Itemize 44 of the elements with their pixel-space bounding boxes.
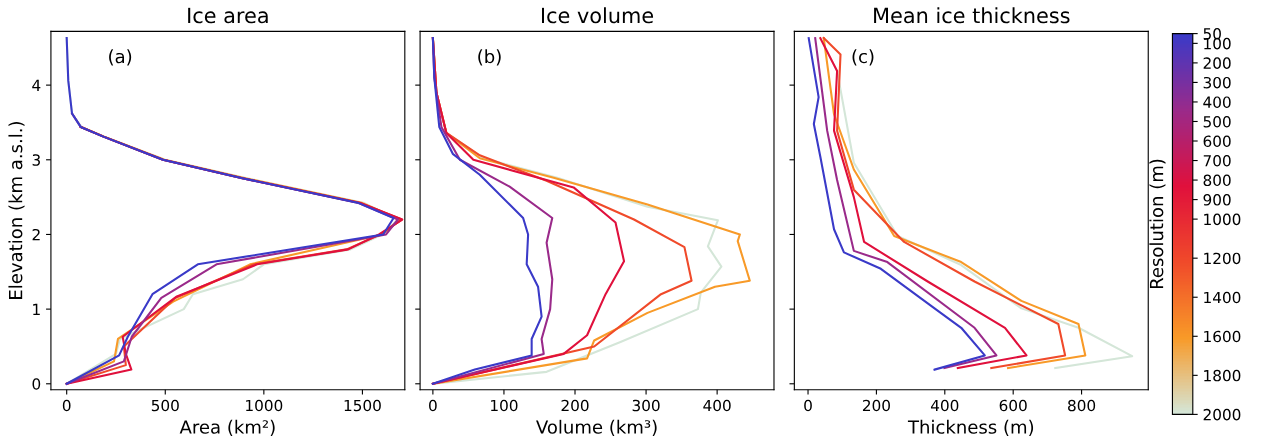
x-tick-label: 500 <box>151 399 179 412</box>
color-bar-label: 1600 <box>1204 330 1241 343</box>
x-tick-label: 100 <box>491 399 518 412</box>
annotation: (c) <box>852 49 874 66</box>
y-tick-label: 1 <box>33 303 40 315</box>
color-bar-label: 1800 <box>1204 369 1241 382</box>
color-bar-label: 300 <box>1203 76 1231 89</box>
x-tick-label: 1500 <box>344 399 381 412</box>
x-tick-label: 200 <box>561 399 589 412</box>
x-tick-label: 300 <box>632 399 660 412</box>
color-bar-label: 700 <box>1203 155 1231 167</box>
x-tick-label: 1000 <box>246 399 283 412</box>
color-bar-label: 2000 <box>1203 408 1241 421</box>
color-bar-label: 900 <box>1203 194 1231 206</box>
color-bar-label: 800 <box>1203 174 1231 187</box>
color-bar-title: Resolution (m) <box>1149 159 1166 289</box>
x-tick-label: 400 <box>930 399 959 412</box>
y-tick-label: 2 <box>32 228 40 241</box>
color-bar-label: 400 <box>1203 96 1231 108</box>
color-bar-label: 500 <box>1203 115 1231 128</box>
chart-title: Ice volume <box>541 7 654 24</box>
y-tick-label: 3 <box>32 154 40 166</box>
color-bar-label: 600 <box>1203 135 1231 148</box>
x-axis-title: Area (km²) <box>179 419 275 436</box>
x-tick-label: 200 <box>862 399 890 412</box>
y-axis-title: Elevation (km a.s.l.) <box>8 122 25 299</box>
x-tick-label: 0 <box>804 399 812 412</box>
x-axis-title: Volume (km³) <box>536 419 657 436</box>
x-axis-title: Thickness (m) <box>907 419 1034 436</box>
chart-title: Mean ice thickness <box>874 7 1070 24</box>
chart-title: Ice area <box>188 7 268 24</box>
annotation: (b) <box>478 49 501 66</box>
x-tick-label: 800 <box>1068 399 1096 412</box>
annotation: (a) <box>109 49 132 66</box>
x-tick-label: 0 <box>429 399 437 412</box>
x-tick-label: 400 <box>703 399 731 412</box>
color-bar-label: 200 <box>1203 57 1231 69</box>
color-bar-label: 1400 <box>1204 291 1241 304</box>
color-bar-label: 1000 <box>1204 213 1241 226</box>
color-bar-label: 1200 <box>1204 252 1241 265</box>
x-tick-label: 0 <box>62 399 71 412</box>
y-tick-label: 4 <box>32 79 41 91</box>
y-tick-label: 0 <box>32 378 41 390</box>
x-tick-label: 600 <box>999 399 1027 412</box>
